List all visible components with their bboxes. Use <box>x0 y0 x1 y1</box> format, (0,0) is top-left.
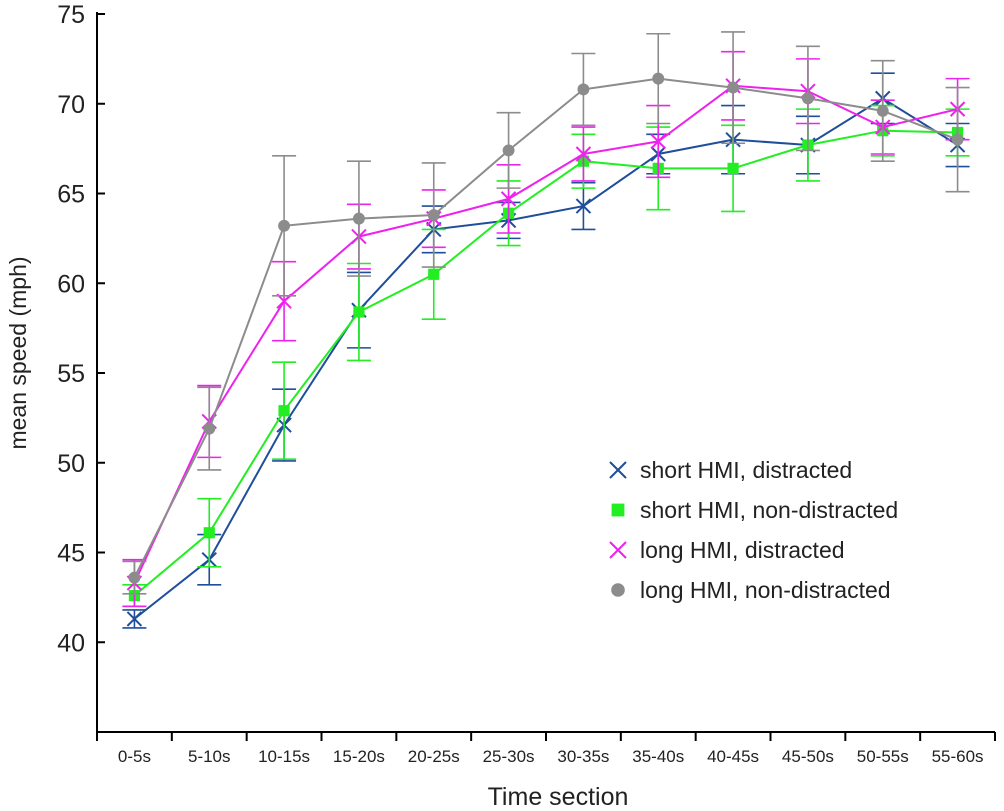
y-tick-label: 75 <box>57 1 85 29</box>
x-tick-label: 45-50s <box>782 747 834 766</box>
data-point-x2 <box>575 146 592 162</box>
y-tick-label: 60 <box>57 270 85 298</box>
legend-item: long HMI, non-distracted <box>611 577 891 603</box>
x-tick-label: 20-25s <box>408 747 460 766</box>
x-tick-label: 55-60s <box>932 747 984 766</box>
data-point <box>652 72 665 85</box>
data-point <box>577 83 590 96</box>
data-point <box>611 503 625 517</box>
series-2 <box>122 50 970 608</box>
data-point <box>428 268 440 280</box>
legend-item: long HMI, distracted <box>609 537 845 563</box>
x-tick-label: 15-20s <box>333 747 385 766</box>
data-point <box>203 527 215 539</box>
data-point-x2 <box>609 461 627 479</box>
y-axis-label: mean speed (mph) <box>5 256 31 449</box>
x-tick-label: 25-30s <box>483 747 535 766</box>
data-point <box>203 422 216 435</box>
data-point-x2 <box>609 541 627 559</box>
data-point <box>278 219 291 232</box>
data-point-x2 <box>575 198 592 214</box>
x-tick-label: 10-15s <box>258 747 310 766</box>
data-point-x2 <box>650 133 666 150</box>
data-point-x2 <box>126 611 143 627</box>
data-point <box>353 306 365 318</box>
y-tick-label: 40 <box>57 629 85 657</box>
x-tick-label: 30-35s <box>557 747 609 766</box>
y-tick-label: 50 <box>57 450 85 478</box>
x-axis-label: Time section <box>488 783 629 811</box>
y-tick-label: 65 <box>57 181 85 209</box>
legend-label: short HMI, distracted <box>640 457 852 483</box>
x-axis-ticks: 0-5s 5-10s 10-15s 15-20s 20-25s 25-30s 30-35s 3… <box>96 732 996 766</box>
x-tick-label: 40-45s <box>707 747 759 766</box>
data-point <box>502 144 515 157</box>
data-point <box>611 583 625 597</box>
data-point <box>278 405 290 417</box>
data-point <box>876 104 889 117</box>
legend-label: short HMI, non-distracted <box>640 497 898 523</box>
data-point <box>427 209 440 221</box>
y-axis-ticks: 40 45 50 55 60 65 70 75 <box>57 1 105 657</box>
data-point <box>727 81 740 94</box>
data-point <box>727 162 739 174</box>
series-line <box>133 84 958 584</box>
data-point <box>801 92 814 105</box>
y-tick-label: 55 <box>57 360 85 388</box>
legend-item: short HMI, distracted <box>609 457 852 483</box>
x-tick-label: 0-5s <box>118 747 151 766</box>
plot-area <box>122 31 970 629</box>
x-tick-label: 35-40s <box>632 747 684 766</box>
data-point <box>352 212 365 225</box>
x-tick-label: 50-55s <box>857 747 909 766</box>
series-line <box>133 77 958 579</box>
x-tick-label: 5-10s <box>188 747 231 766</box>
data-point <box>951 133 964 146</box>
y-tick-label: 45 <box>57 540 85 568</box>
legend-item: short HMI, non-distracted <box>611 497 898 523</box>
data-point-x2 <box>500 191 517 207</box>
y-tick-label: 70 <box>57 91 85 119</box>
series-3 <box>122 31 970 595</box>
series-line <box>133 97 959 620</box>
legend-label: long HMI, distracted <box>640 537 845 563</box>
data-point <box>128 571 141 584</box>
legend-label: long HMI, non-distracted <box>640 577 891 603</box>
legend: short HMI, distracted short HMI, non-dist… <box>609 457 898 603</box>
series-line <box>133 129 958 597</box>
